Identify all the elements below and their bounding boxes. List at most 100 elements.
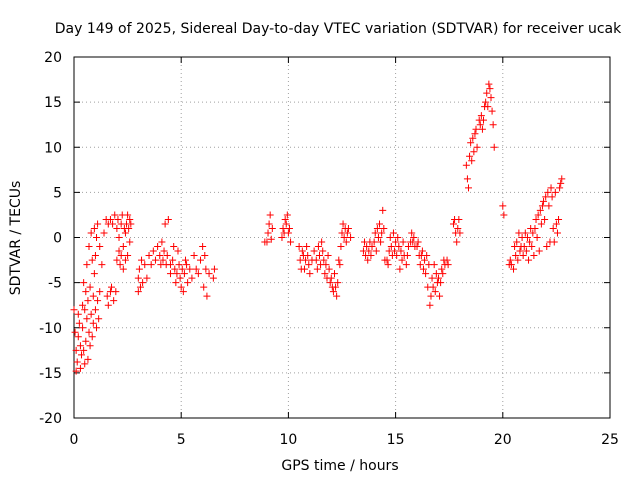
data-point	[488, 107, 496, 115]
data-point	[179, 288, 187, 296]
data-point	[392, 238, 400, 246]
data-point	[82, 288, 90, 296]
data-point	[535, 247, 543, 255]
x-tick-label: 25	[601, 432, 619, 448]
data-point	[386, 234, 394, 241]
data-point	[169, 256, 177, 264]
data-point	[403, 252, 411, 260]
data-point	[209, 274, 217, 282]
data-point	[205, 270, 213, 278]
data-point	[543, 243, 551, 251]
data-point	[81, 306, 89, 314]
data-point	[110, 297, 118, 305]
data-point	[378, 229, 386, 237]
data-point	[312, 256, 320, 264]
data-point	[210, 265, 218, 273]
data-point	[550, 238, 558, 246]
data-point	[80, 346, 88, 354]
data-point	[337, 243, 345, 251]
y-axis: -20 -15 -10 -5 0 5 10 15 20	[39, 50, 610, 427]
data-point	[482, 98, 490, 106]
data-point	[414, 238, 422, 246]
data-point	[439, 270, 447, 278]
data-point	[522, 247, 530, 255]
data-point	[149, 247, 157, 255]
data-point	[100, 229, 108, 237]
data-point	[476, 121, 484, 129]
data-point	[90, 224, 98, 232]
data-point	[427, 292, 435, 300]
data-point	[104, 301, 112, 309]
data-point	[143, 274, 151, 282]
data-point	[319, 247, 327, 255]
data-point	[93, 324, 101, 332]
data-point	[127, 220, 135, 228]
data-point	[70, 306, 78, 314]
data-point	[310, 247, 318, 255]
data-point	[549, 224, 557, 232]
data-point	[519, 252, 527, 260]
data-point	[139, 279, 147, 287]
data-point	[82, 337, 90, 345]
data-point	[528, 243, 536, 251]
data-point	[154, 243, 162, 251]
y-tick-label: 5	[53, 185, 62, 201]
data-point	[384, 261, 392, 269]
data-point	[305, 261, 313, 269]
data-point	[119, 243, 127, 251]
data-point	[306, 270, 314, 278]
data-point	[109, 220, 117, 228]
data-point	[86, 342, 94, 350]
data-point	[368, 243, 376, 251]
data-point	[278, 234, 286, 241]
data-point	[106, 215, 114, 223]
data-point	[295, 243, 303, 251]
data-point	[551, 188, 559, 196]
data-point	[336, 261, 344, 269]
data-point	[79, 301, 87, 309]
data-point	[72, 367, 80, 375]
y-tick-label: -5	[48, 276, 62, 292]
data-point	[552, 220, 560, 228]
data-point	[514, 256, 522, 264]
data-point	[188, 274, 196, 282]
data-point	[413, 243, 421, 251]
data-point	[177, 283, 185, 291]
y-tick-label: 15	[44, 95, 62, 111]
data-point	[380, 224, 388, 232]
data-point	[281, 215, 289, 223]
data-point	[203, 292, 211, 300]
y-tick-label: 0	[53, 231, 62, 247]
data-point	[463, 175, 471, 183]
y-tick-label: -20	[39, 411, 62, 427]
data-point	[78, 351, 86, 359]
data-point	[540, 197, 548, 205]
data-point	[395, 243, 403, 251]
data-point	[282, 220, 290, 228]
data-point	[88, 333, 96, 341]
data-point	[434, 274, 442, 282]
data-point	[335, 256, 343, 264]
data-point	[266, 211, 274, 219]
data-point	[333, 292, 341, 300]
data-point	[313, 265, 321, 273]
data-point	[423, 252, 431, 260]
data-point	[314, 243, 322, 251]
data-point	[95, 315, 103, 323]
data-point	[81, 360, 89, 368]
data-point	[166, 270, 174, 278]
data-point	[339, 220, 347, 228]
data-point	[529, 229, 537, 237]
data-point	[108, 283, 116, 291]
y-tick-label: -15	[39, 366, 62, 382]
data-point	[472, 125, 480, 133]
data-point	[194, 270, 202, 278]
data-point	[88, 256, 96, 264]
data-point	[478, 125, 486, 133]
data-point	[285, 224, 293, 232]
data-point	[422, 270, 430, 278]
data-point	[196, 256, 204, 264]
data-point	[532, 215, 540, 223]
data-point	[84, 297, 92, 305]
data-point	[364, 256, 372, 264]
